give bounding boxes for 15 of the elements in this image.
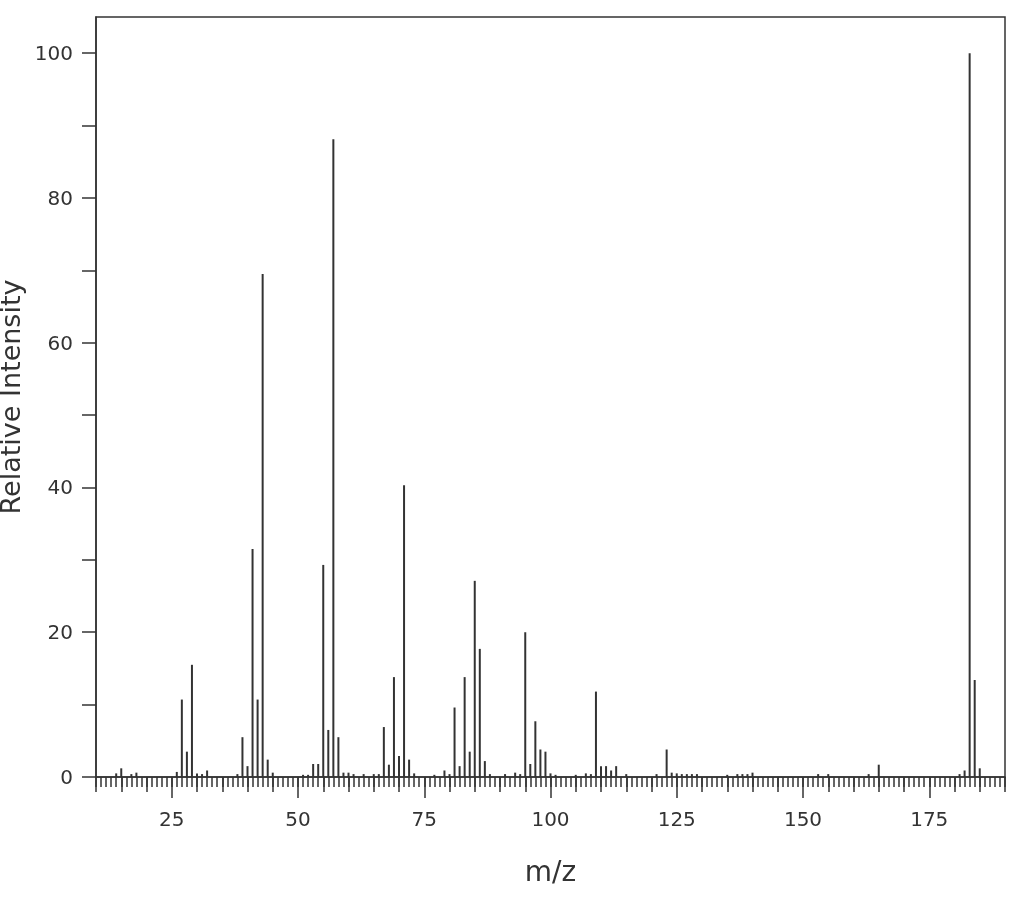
x-tick-label: 75 (411, 807, 437, 831)
x-tick-label: 150 (783, 807, 823, 831)
x-tick-label: 125 (657, 807, 696, 831)
y-tick-label: 0 (60, 765, 73, 789)
x-tick-label: 50 (285, 807, 311, 831)
y-axis-title: Relative Intensity (0, 279, 26, 515)
x-tick-label: 25 (159, 807, 185, 831)
x-axis-title: m/z (524, 854, 577, 888)
x-tick-label: 100 (531, 807, 570, 831)
x-tick-label: 175 (910, 807, 949, 831)
y-tick-label: 20 (47, 620, 73, 645)
y-tick-label: 40 (47, 475, 73, 500)
y-tick-label: 60 (47, 330, 73, 355)
y-tick-label: 80 (47, 185, 73, 210)
y-tick-label: 100 (34, 41, 73, 66)
